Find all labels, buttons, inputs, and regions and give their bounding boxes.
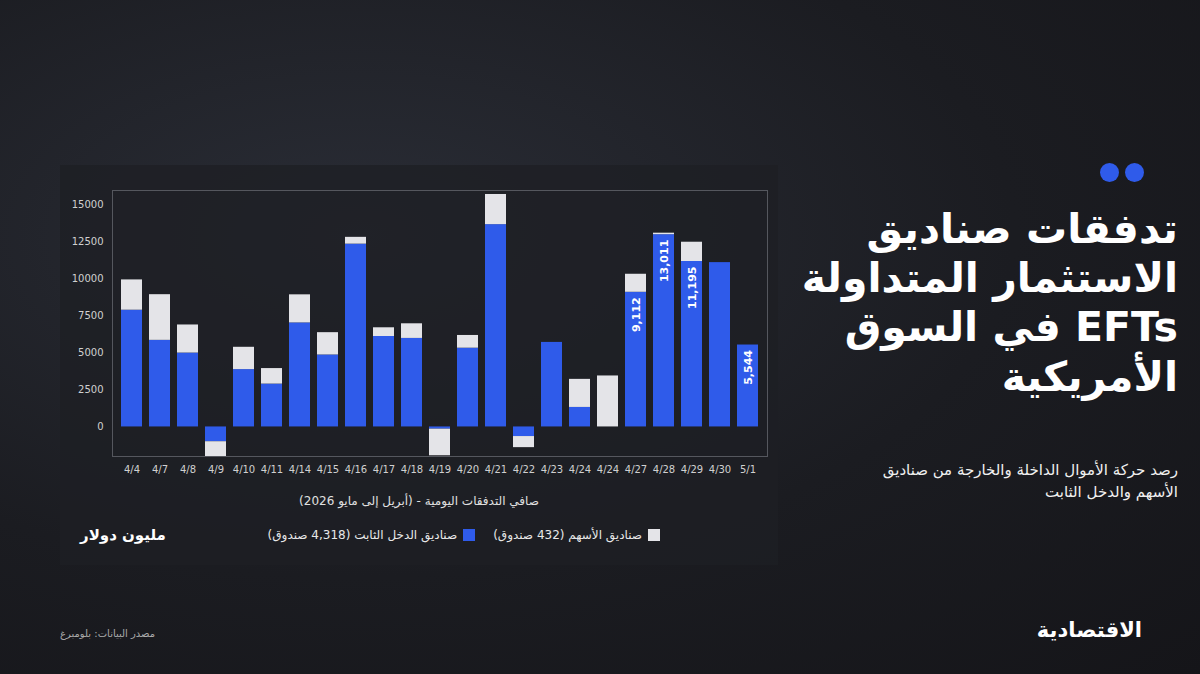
svg-text:4/22: 4/22 — [513, 464, 535, 475]
svg-text:4/17: 4/17 — [373, 464, 395, 475]
svg-text:4/10: 4/10 — [233, 464, 255, 475]
svg-text:15000: 15000 — [72, 199, 104, 210]
svg-text:4/15: 4/15 — [317, 464, 339, 475]
svg-text:5000: 5000 — [78, 347, 103, 358]
svg-text:11,195: 11,195 — [686, 267, 699, 309]
svg-text:4/19: 4/19 — [429, 464, 451, 475]
svg-text:13,011: 13,011 — [658, 240, 671, 282]
html-text:مصدر البيانات: بلومبرغ: مصدر البيانات: بلومبرغ — [60, 628, 156, 639]
svg-text:4/28: 4/28 — [653, 464, 675, 475]
svg-text:4/18: 4/18 — [401, 464, 423, 475]
html-text:صافي التدفقات اليومية - (أبريل: صافي التدفقات اليومية - (أبريل إلى مايو … — [299, 494, 539, 508]
svg-text:4/14: 4/14 — [289, 464, 311, 475]
svg-text:0: 0 — [97, 421, 103, 432]
svg-text:5,544: 5,544 — [742, 350, 755, 385]
svg-text:4/16: 4/16 — [345, 464, 367, 475]
svg-text:4/4: 4/4 — [124, 464, 140, 475]
svg-text:4/24: 4/24 — [597, 464, 619, 475]
svg-text:5/1: 5/1 — [740, 464, 756, 475]
svg-text:4/9: 4/9 — [208, 464, 224, 475]
html-text:صناديق الأسهم (432 صندوق): صناديق الأسهم (432 صندوق) — [493, 528, 642, 542]
svg-text:4/29: 4/29 — [681, 464, 703, 475]
svg-text:4/21: 4/21 — [485, 464, 507, 475]
svg-text:2500: 2500 — [78, 384, 103, 395]
html-text:تدفقات صناديق الاستثمار المتدا: تدفقات صناديق الاستثمار المتداولة EFTs ف… — [801, 205, 1178, 401]
svg-text:12500: 12500 — [72, 236, 104, 247]
svg-text:4/30: 4/30 — [709, 464, 731, 475]
html-text:الاقتصادية: الاقتصادية — [1036, 618, 1142, 642]
svg-text:7500: 7500 — [78, 310, 103, 321]
svg-text:9,112: 9,112 — [630, 297, 643, 332]
svg-text:4/24: 4/24 — [569, 464, 591, 475]
svg-text:4/27: 4/27 — [625, 464, 647, 475]
svg-text:4/11: 4/11 — [261, 464, 283, 475]
svg-text:4/23: 4/23 — [541, 464, 563, 475]
svg-text:4/8: 4/8 — [180, 464, 196, 475]
svg-text:4/20: 4/20 — [457, 464, 479, 475]
html-text:مليون دولار: مليون دولار — [80, 526, 166, 544]
html-text:صناديق الدخل الثابت (4,318 صند: صناديق الدخل الثابت (4,318 صندوق) — [267, 528, 458, 542]
svg-text:4/7: 4/7 — [152, 464, 168, 475]
html-text:رصد حركة الأموال الداخلة والخا: رصد حركة الأموال الداخلة والخارجة من صنا… — [882, 461, 1178, 501]
svg-text:10000: 10000 — [72, 273, 104, 284]
